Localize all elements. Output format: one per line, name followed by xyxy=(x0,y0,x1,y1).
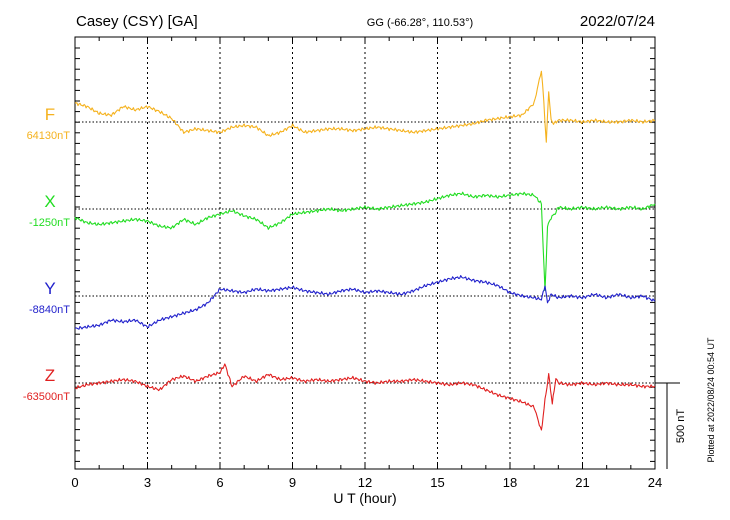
series-baseline-Z: -63500nT xyxy=(23,391,70,403)
series-line-Y xyxy=(74,275,656,330)
vertical-grid xyxy=(147,37,583,469)
x-tick-label-24: 24 xyxy=(648,475,662,490)
series-name-X: X xyxy=(44,192,55,211)
x-tick-label-6: 6 xyxy=(216,475,223,490)
x-tick-label-21: 21 xyxy=(575,475,589,490)
x-tick-label-3: 3 xyxy=(144,475,151,490)
scale-bar: 500 nT xyxy=(655,382,687,469)
series-name-Z: Z xyxy=(45,366,55,385)
series-name-Y: Y xyxy=(44,279,55,298)
coordinates-label: GG (-66.28°, 110.53°) xyxy=(367,17,473,29)
plotted-at-label: Plotted at 2022/08/24 00:54 UT xyxy=(706,337,716,463)
x-tick-label-18: 18 xyxy=(503,475,517,490)
series-line-X xyxy=(74,191,656,292)
x-tick-label-0: 0 xyxy=(71,475,78,490)
x-axis-label: U T (hour) xyxy=(333,490,396,506)
x-tick-label-15: 15 xyxy=(430,475,444,490)
station-title: Casey (CSY) [GA] xyxy=(76,13,198,30)
series-baseline-F: 64130nT xyxy=(27,130,71,142)
series-baseline-X: -1250nT xyxy=(29,217,70,229)
date-label: 2022/07/24 xyxy=(580,13,655,30)
series-labels: F 64130nT X -1250nT Y -8840nT Z -63500nT xyxy=(23,105,70,403)
series-group xyxy=(74,70,656,431)
x-tick-label-9: 9 xyxy=(289,475,296,490)
series-name-F: F xyxy=(45,105,55,124)
x-tick-label-12: 12 xyxy=(358,475,372,490)
series-line-F xyxy=(74,70,656,143)
series-line-Z xyxy=(74,363,656,431)
scale-bar-label: 500 nT xyxy=(675,409,687,444)
x-tick-labels: 0 3 6 9 12 15 18 21 24 xyxy=(71,475,662,490)
series-baseline-Y: -8840nT xyxy=(29,304,70,316)
